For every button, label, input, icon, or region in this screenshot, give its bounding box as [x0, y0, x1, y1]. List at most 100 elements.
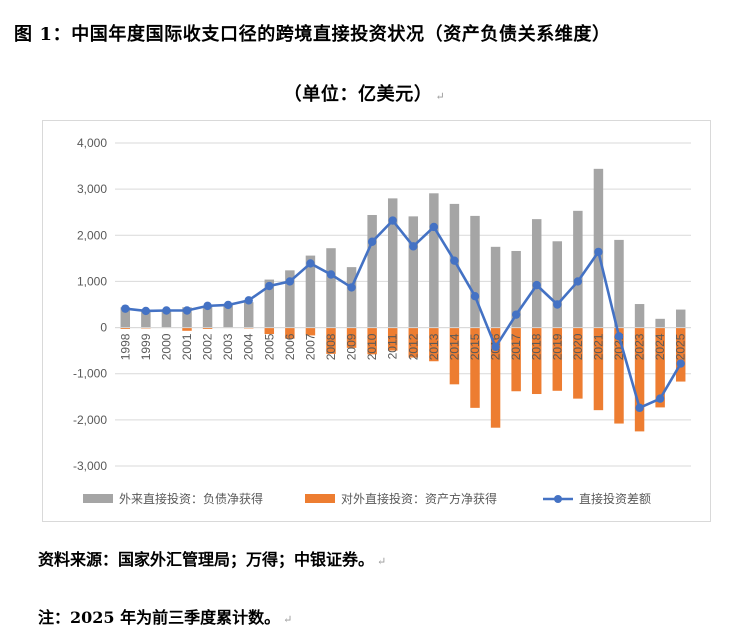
bar-fdi-liabilities	[387, 198, 398, 328]
x-tick-label: 2006	[283, 333, 297, 360]
y-tick-label: -3,000	[73, 459, 107, 473]
x-tick-label: 2025	[674, 333, 688, 360]
y-tick-label: 2,000	[77, 228, 107, 242]
bar-odi-assets	[182, 327, 192, 331]
x-tick-label: 2001	[180, 333, 194, 360]
y-tick-label: -2,000	[73, 413, 107, 427]
bar-fdi-liabilities	[141, 310, 151, 328]
x-tick-label: 2015	[468, 333, 482, 360]
y-tick-label: 3,000	[77, 182, 107, 196]
x-tick-label: 2009	[345, 333, 359, 360]
line-point	[244, 296, 253, 305]
line-point	[594, 247, 603, 257]
x-tick-label: 2008	[324, 333, 338, 360]
legend-label-fdi-balance: 直接投资差额	[579, 491, 651, 506]
x-tick-label: 2003	[221, 333, 235, 360]
chart-title: 图 1：中国年度国际收支口径的跨境直接投资状况（资产负债关系维度）	[14, 24, 611, 45]
line-point	[676, 359, 685, 368]
bar-fdi-liabilities	[408, 216, 419, 328]
bar-odi-assets	[675, 327, 686, 382]
x-tick-label: 1998	[118, 333, 132, 360]
bar-odi-assets	[120, 327, 131, 329]
bar-odi-assets	[305, 327, 316, 336]
line-point	[285, 277, 295, 286]
x-tick-label: 2017	[509, 333, 523, 360]
x-tick-label: 2014	[447, 333, 461, 360]
legend-label-fdi-liabilities: 外来直接投资：负债净获得	[119, 491, 263, 506]
bar-fdi-liabilities	[326, 248, 336, 328]
bar-fdi-liabilities	[449, 203, 460, 328]
bar-fdi-liabilities	[573, 210, 583, 328]
x-tick-label: 2021	[591, 333, 605, 360]
line-point	[511, 310, 521, 319]
x-tick-label: 2000	[159, 333, 173, 360]
line-point	[491, 342, 500, 352]
line-point	[162, 306, 171, 315]
legend-swatch-fdi-liabilities	[83, 494, 113, 503]
x-tick-label: 2023	[633, 333, 647, 360]
bar-fdi-liabilities	[346, 267, 357, 328]
bar-odi-assets	[531, 327, 542, 395]
legend-label-odi-assets: 对外直接投资：资产方净获得	[341, 491, 497, 506]
line-point	[223, 300, 233, 310]
line-point	[265, 281, 274, 291]
x-tick-label: 2022	[612, 333, 626, 360]
x-tick-label: 2007	[303, 333, 317, 360]
bar-odi-assets	[387, 327, 398, 351]
bar-fdi-liabilities	[675, 309, 686, 328]
line-fdi-balance	[125, 219, 682, 410]
bar-odi-assets	[408, 327, 419, 358]
bar-fdi-liabilities	[490, 246, 501, 328]
footnote: 注：2025 年为前三季度累计数。 ↵	[38, 608, 293, 627]
bar-odi-assets	[346, 327, 357, 348]
bar-fdi-liabilities	[470, 215, 480, 328]
x-tick-label: 2013	[427, 333, 441, 360]
line-point	[409, 242, 418, 251]
bar-odi-assets	[285, 327, 295, 339]
bar-fdi-liabilities	[161, 310, 172, 328]
bar-odi-assets	[326, 327, 336, 354]
y-tick-label: 1,000	[77, 274, 107, 288]
y-tick-label: -1,000	[73, 367, 107, 381]
bar-fdi-liabilities	[531, 219, 542, 328]
chart-subtitle-units: （单位：亿美元） ↵	[283, 84, 446, 105]
bar-odi-assets	[449, 327, 460, 385]
bar-fdi-liabilities	[264, 279, 275, 328]
bar-fdi-liabilities	[552, 241, 563, 328]
line-point	[203, 301, 212, 311]
bar-odi-assets	[367, 327, 377, 355]
line-point	[306, 259, 315, 268]
y-tick-label: 4,000	[77, 136, 107, 150]
line-point	[429, 222, 439, 232]
bar-fdi-liabilities	[223, 304, 233, 328]
bar-odi-assets	[552, 327, 563, 391]
line-point	[532, 280, 541, 290]
x-tick-label: 2004	[242, 333, 256, 360]
bar-fdi-liabilities	[429, 193, 439, 328]
x-tick-label: 2012	[406, 333, 420, 360]
line-point	[450, 256, 459, 265]
source-note: 资料来源：国家外汇管理局；万得；中银证券。 ↵	[38, 550, 387, 569]
line-point	[347, 283, 356, 292]
bar-odi-assets	[202, 327, 213, 329]
bar-odi-assets	[490, 327, 501, 428]
bar-fdi-liabilities	[243, 302, 254, 328]
x-tick-label: 2002	[201, 333, 215, 360]
bar-odi-assets	[573, 327, 583, 399]
line-point	[655, 394, 665, 403]
bar-fdi-liabilities	[511, 250, 521, 328]
bar-odi-assets	[655, 327, 665, 408]
bar-odi-assets	[264, 327, 275, 335]
x-tick-label: 2005	[262, 333, 276, 360]
line-point	[121, 304, 130, 313]
line-point	[141, 306, 151, 316]
line-point	[326, 270, 336, 279]
line-point	[635, 403, 644, 413]
line-point	[614, 332, 624, 341]
x-tick-label: 2010	[365, 333, 379, 360]
x-tick-label: 1999	[139, 333, 153, 360]
bar-fdi-liabilities	[634, 304, 645, 328]
chart-area: 4,000 3,000 2,000 1,000 0 -1,000 -2,000 -3,000 1…	[42, 120, 711, 522]
x-tick-label: 2011	[386, 333, 400, 359]
paragraph-mark-icon: ↵	[283, 613, 293, 626]
